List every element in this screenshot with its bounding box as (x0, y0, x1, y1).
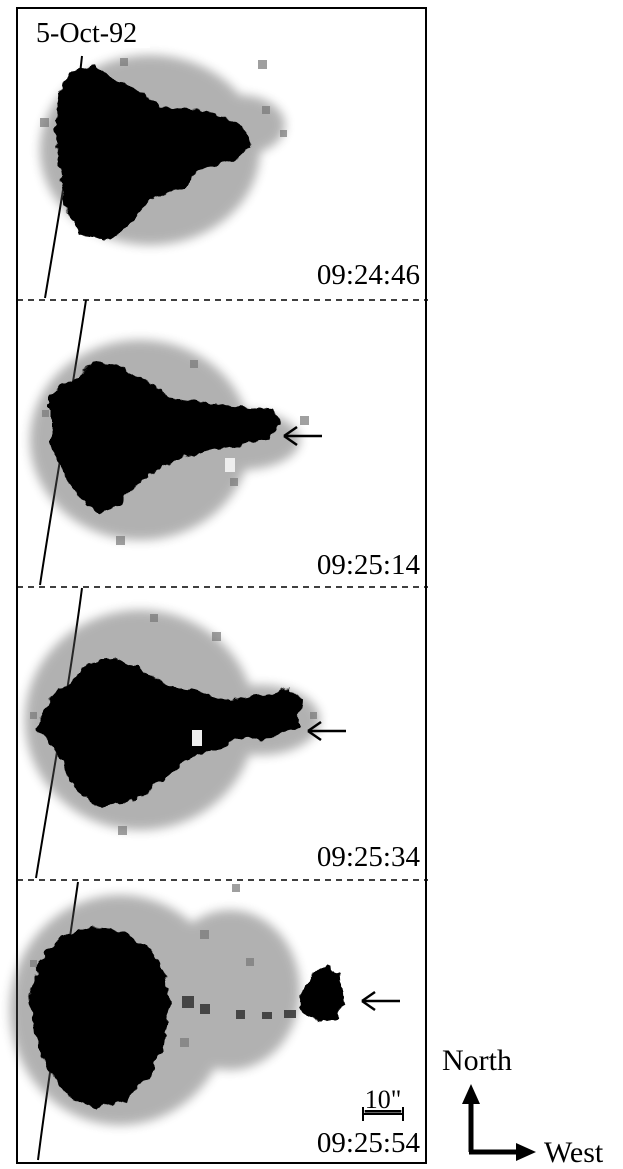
flare-emission (25, 610, 320, 835)
west-arrow-icon (469, 1143, 536, 1161)
arrow-icon (361, 990, 400, 1012)
panel-3 (25, 587, 346, 879)
flare-emission (10, 884, 344, 1125)
north-arrow-icon (462, 1084, 480, 1152)
panel-3-time: 09:25:34 (317, 841, 421, 873)
compass-north-label: North (442, 1044, 512, 1077)
scale-bar (362, 1107, 404, 1121)
panel-4 (10, 881, 404, 1161)
compass-west-label: West (544, 1136, 604, 1169)
arrow-icon (307, 720, 346, 742)
date-label: 5-Oct-92 (36, 18, 137, 49)
flare-emission (40, 55, 287, 245)
compass: North West (442, 1044, 604, 1169)
figure-frame (16, 7, 427, 1164)
panel-2-time: 09:25:14 (317, 549, 421, 581)
panel-2 (30, 299, 322, 586)
scale-bar-label: 10" (365, 1085, 402, 1114)
panel-4-time: 09:25:54 (317, 1127, 421, 1159)
saturation-gap (192, 730, 202, 746)
panel-1-time: 09:24:46 (317, 259, 420, 291)
flare-emission (30, 340, 309, 545)
panel-1 (40, 55, 287, 299)
arrow-icon (283, 425, 322, 447)
saturation-gap (225, 458, 235, 472)
